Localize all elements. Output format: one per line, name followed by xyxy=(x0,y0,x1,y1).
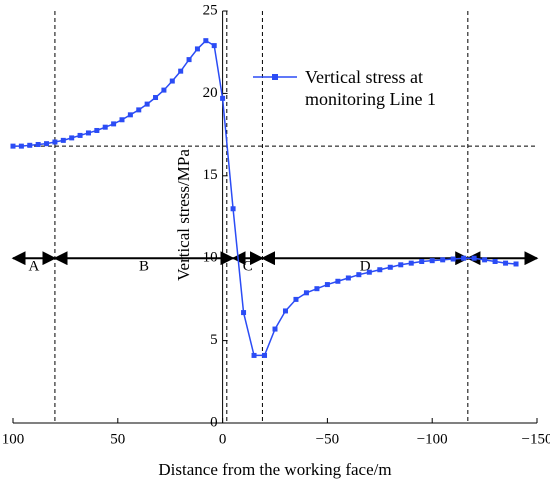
point xyxy=(356,272,362,278)
point xyxy=(169,78,175,84)
point xyxy=(18,143,24,149)
point xyxy=(178,68,184,74)
legend: Vertical stress at monitoring Line 1 xyxy=(253,66,505,110)
point xyxy=(335,278,341,284)
x-tick-label: 0 xyxy=(219,431,227,447)
point xyxy=(251,352,257,358)
point xyxy=(161,87,167,93)
x-axis-label: Distance from the working face/m xyxy=(158,460,391,479)
point xyxy=(144,101,150,107)
point xyxy=(282,308,288,314)
x-tick-label: −150 xyxy=(522,431,550,447)
legend-label: Vertical stress at monitoring Line 1 xyxy=(305,67,436,109)
point xyxy=(119,117,125,123)
point xyxy=(194,46,200,52)
point xyxy=(272,326,278,332)
point xyxy=(203,38,209,44)
y-tick-label: 20 xyxy=(203,85,218,101)
point xyxy=(10,143,16,149)
point xyxy=(408,260,414,266)
point xyxy=(262,352,268,358)
region-label: A xyxy=(29,259,40,275)
point xyxy=(230,206,236,212)
point xyxy=(35,141,41,147)
point xyxy=(293,296,299,302)
point xyxy=(44,141,50,147)
point xyxy=(94,127,100,133)
point xyxy=(220,95,226,101)
point xyxy=(153,95,159,101)
point xyxy=(503,260,509,266)
point xyxy=(461,255,467,261)
region-label: B xyxy=(139,259,149,275)
y-tick-label: 15 xyxy=(203,167,218,183)
region-label: C xyxy=(243,259,253,275)
point xyxy=(377,267,383,273)
point xyxy=(419,258,425,264)
point xyxy=(27,142,33,148)
point xyxy=(60,137,66,143)
point xyxy=(102,124,108,130)
x-tick-label: 100 xyxy=(2,431,25,447)
point xyxy=(85,130,91,136)
point xyxy=(211,43,217,49)
point xyxy=(440,257,446,263)
point xyxy=(324,282,330,288)
point xyxy=(303,290,309,296)
point xyxy=(492,258,498,264)
point xyxy=(241,310,247,316)
point xyxy=(111,121,117,127)
point xyxy=(398,262,404,268)
point xyxy=(127,112,133,118)
x-tick-label: 50 xyxy=(110,431,125,447)
point xyxy=(69,135,75,141)
point xyxy=(513,261,519,267)
point xyxy=(52,139,58,145)
point xyxy=(77,132,83,138)
point xyxy=(314,286,320,292)
y-tick-label: 0 xyxy=(210,414,218,430)
y-tick-label: 5 xyxy=(210,332,218,348)
point xyxy=(366,269,372,275)
point xyxy=(136,107,142,113)
legend-swatch xyxy=(253,74,297,80)
point xyxy=(186,57,192,63)
y-axis-label: Vertical stress/MPa xyxy=(174,149,193,281)
region-label: D xyxy=(360,259,371,275)
x-tick-label: −50 xyxy=(316,431,339,447)
y-tick-label: 25 xyxy=(203,2,218,18)
x-tick-label: −100 xyxy=(417,431,448,447)
point xyxy=(471,255,477,261)
point xyxy=(482,257,488,263)
point xyxy=(429,258,435,264)
point xyxy=(387,264,393,270)
point xyxy=(450,256,456,262)
point xyxy=(345,275,351,281)
